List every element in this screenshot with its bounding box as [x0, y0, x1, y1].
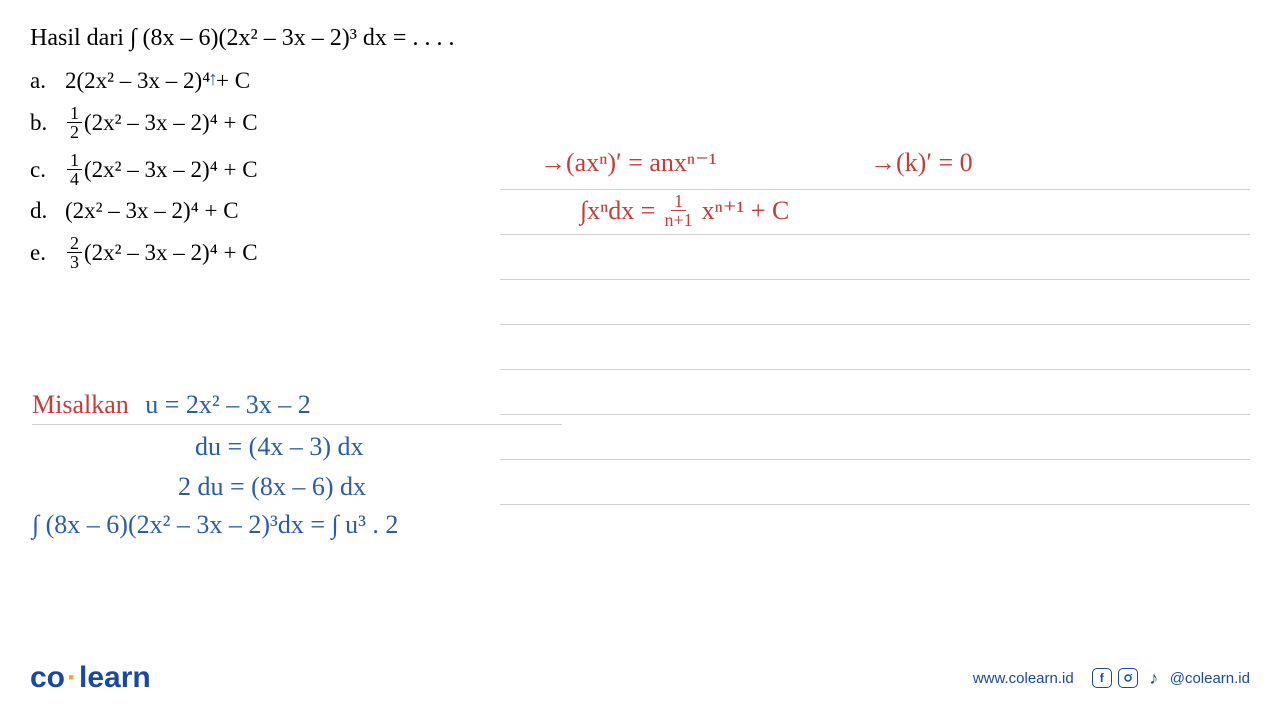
hw-du: du = (4x – 3) dx — [195, 432, 363, 462]
ruled-line — [500, 280, 1250, 325]
facebook-icon: f — [1092, 668, 1112, 688]
social-links: f ♪ @colearn.id — [1092, 668, 1250, 688]
question-integral: ∫ (8x – 6)(2x² – 3x – 2)³ dx = . . . . — [130, 25, 454, 51]
ruled-line — [500, 460, 1250, 505]
choice-c-frac: 1 4 — [67, 151, 82, 188]
choice-e-letter: e. — [30, 240, 65, 266]
choice-e-expr: (2x² – 3x – 2)⁴ + C — [84, 240, 258, 266]
ruled-line — [500, 370, 1250, 415]
hw-rule-power: →(axⁿ)′ = anxⁿ⁻¹ — [540, 148, 717, 178]
choice-a-letter: a. — [30, 68, 65, 94]
hw-integral-sub: ∫ (8x – 6)(2x² – 3x – 2)³dx = ∫ u³ . 2 — [32, 510, 398, 540]
hw-rule3-lhs: ∫xⁿdx = — [580, 196, 655, 226]
choice-d-letter: d. — [30, 198, 65, 224]
choice-a-coef: 2 — [65, 68, 77, 94]
hw-rule-constant: →(k)′ = 0 — [870, 148, 973, 178]
choice-b-letter: b. — [30, 110, 65, 136]
instagram-icon — [1118, 668, 1138, 688]
choice-b: b. 1 2 (2x² – 3x – 2)⁴ + C — [30, 104, 1250, 141]
question-text: Hasil dari ∫ (8x – 6)(2x² – 3x – 2)³ dx … — [30, 25, 1250, 52]
choice-c-letter: c. — [30, 157, 65, 183]
hw-rule3-rhs: xⁿ⁺¹ + C — [702, 196, 790, 226]
logo-dot-icon: · — [67, 661, 77, 694]
hw-rule3-frac: 1 n+1 — [661, 192, 695, 229]
footer: co·learn www.colearn.id f ♪ @colearn.id — [30, 661, 1250, 695]
hw-rule-integral: ∫xⁿdx = 1 n+1 xⁿ⁺¹ + C — [580, 192, 789, 229]
question-prefix: Hasil dari — [30, 25, 130, 51]
social-handle: @colearn.id — [1170, 670, 1250, 687]
cursor-icon: ↑ — [208, 68, 218, 91]
logo-co: co — [30, 661, 65, 694]
choice-d-expr: (2x² – 3x – 2)⁴ + C — [65, 198, 239, 224]
ruled-line — [500, 235, 1250, 280]
choice-a-expr: (2x² – 3x – 2)⁴ + C — [77, 68, 251, 94]
ruled-line — [500, 325, 1250, 370]
choice-e-frac: 2 3 — [67, 234, 82, 271]
choice-c-expr: (2x² – 3x – 2)⁴ + C — [84, 157, 258, 183]
logo-learn: learn — [79, 661, 151, 694]
website-url: www.colearn.id — [973, 670, 1074, 687]
choice-b-expr: (2x² – 3x – 2)⁴ + C — [84, 110, 258, 136]
hw-substitution-line: Misalkan u = 2x² – 3x – 2 — [32, 390, 562, 425]
colearn-logo: co·learn — [30, 661, 151, 695]
hw-misalkan-label: Misalkan — [32, 390, 129, 419]
choice-b-frac: 1 2 — [67, 104, 82, 141]
hw-u-def: u = 2x² – 3x – 2 — [145, 390, 310, 419]
ruled-line — [500, 415, 1250, 460]
footer-right: www.colearn.id f ♪ @colearn.id — [973, 668, 1250, 688]
hw-2du: 2 du = (8x – 6) dx — [178, 472, 366, 502]
tiktok-icon: ♪ — [1144, 668, 1164, 688]
